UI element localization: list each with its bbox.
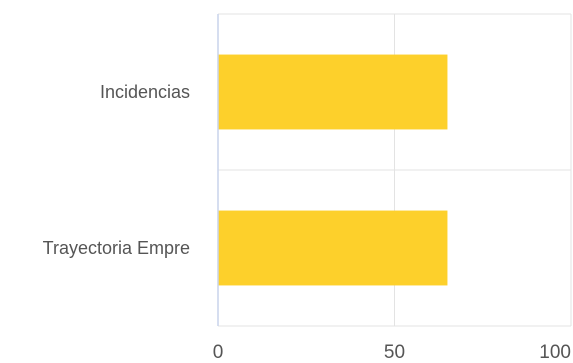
x-tick-label: 0 (213, 342, 224, 363)
x-tick-label: 50 (384, 342, 405, 363)
bar (218, 54, 448, 130)
x-tick-label: 100 (539, 342, 571, 363)
bar (218, 210, 448, 286)
y-tick-label: Incidencias (100, 82, 190, 102)
y-tick-label: Trayectoria Empre (43, 238, 190, 258)
bar-layer (218, 54, 448, 286)
label-layer: Incidencias Trayectoria Empre 0 50 100 (43, 82, 571, 363)
